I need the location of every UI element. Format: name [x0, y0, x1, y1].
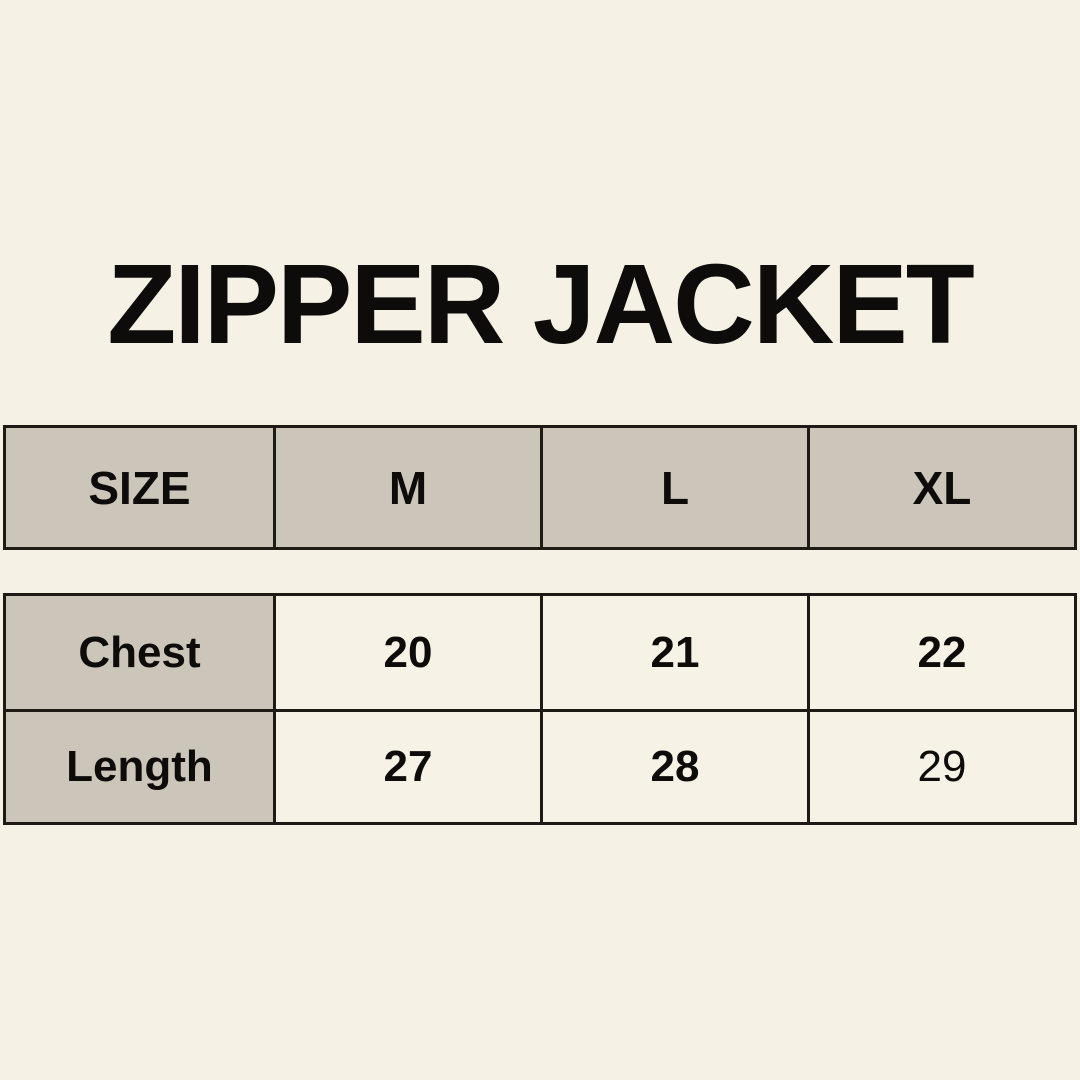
row-label-chest: Chest: [6, 596, 273, 709]
length-value-xl: 29: [807, 709, 1074, 822]
length-value-l: 28: [540, 709, 807, 822]
row-label-length: Length: [6, 709, 273, 822]
size-column-l: L: [540, 428, 807, 547]
size-column-m: M: [273, 428, 540, 547]
size-header-table: SIZE M L XL: [3, 425, 1077, 550]
page-title: ZIPPER JACKET: [107, 241, 975, 367]
length-value-m: 27: [273, 709, 540, 822]
chest-value-xl: 22: [807, 596, 1074, 709]
measurements-table: Chest 20 21 22 Length 27 28 29: [3, 593, 1077, 825]
chest-value-l: 21: [540, 596, 807, 709]
size-column-xl: XL: [807, 428, 1074, 547]
size-header-label: SIZE: [88, 461, 191, 514]
chest-value-m: 20: [273, 596, 540, 709]
